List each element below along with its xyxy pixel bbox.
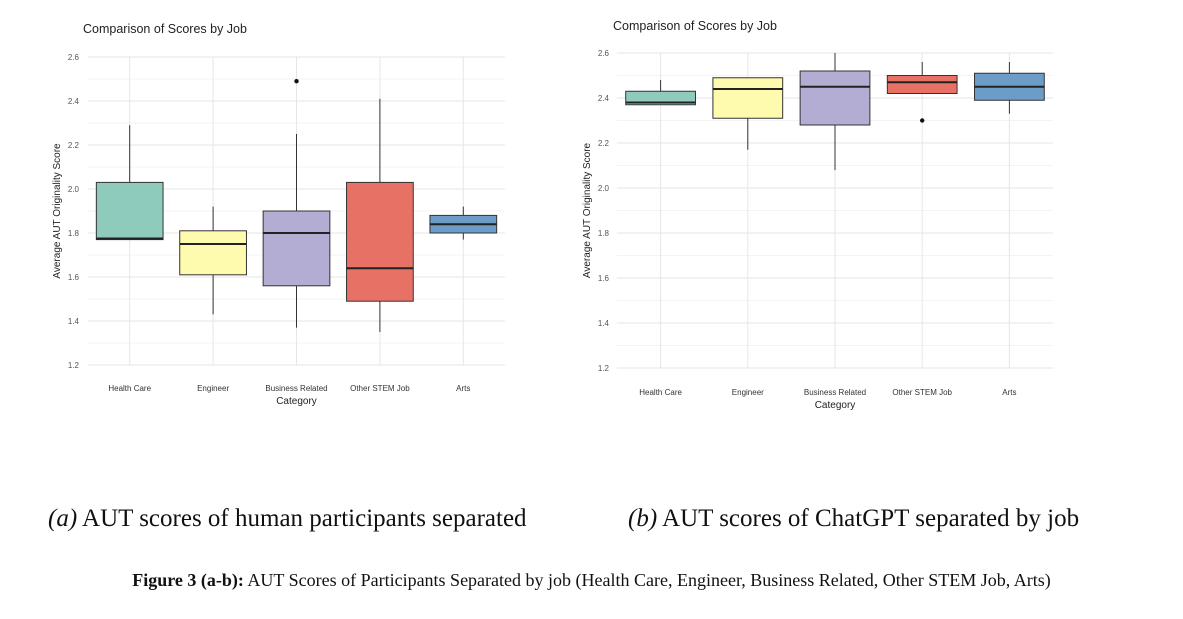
chart-panel-a: 1.2 1.4 1.6 1.8 2.0 2.2 2.4 2.6 Health Care Engin… xyxy=(0,0,560,430)
x-axis-title: Category xyxy=(815,400,856,411)
subfigure-caption-a: (a) AUT scores of human participants sep… xyxy=(48,505,527,533)
y-tick-label: 1.8 xyxy=(598,229,610,238)
subfigure-caption-b: (b) AUT scores of ChatGPT separated by j… xyxy=(628,505,1079,533)
chart-title: Comparison of Scores by Job xyxy=(83,22,247,36)
y-tick-label: 2.4 xyxy=(68,97,80,106)
y-tick-label: 1.2 xyxy=(68,361,80,370)
box-engineer xyxy=(179,206,247,315)
box-body xyxy=(346,181,414,302)
y-tick-label: 2.0 xyxy=(68,185,80,194)
x-tick-label: Engineer xyxy=(197,384,229,393)
boxplot-chart-a: 1.2 1.4 1.6 1.8 2.0 2.2 2.4 2.6 Health Care Engin… xyxy=(52,22,505,407)
box-body xyxy=(799,70,871,126)
caption-a-tag: (a) xyxy=(48,505,78,532)
x-tick-label: Arts xyxy=(1002,388,1016,397)
x-tick-label: Engineer xyxy=(732,388,764,397)
x-tick-label: Arts xyxy=(456,384,470,393)
y-axis-title: Average AUT Originality Score xyxy=(582,142,593,278)
x-tick-label: Other STEM Job xyxy=(350,384,410,393)
y-tick-label: 2.2 xyxy=(68,141,80,150)
box-engineer xyxy=(712,77,784,150)
outlier-point xyxy=(294,79,299,84)
box-body xyxy=(625,90,696,106)
y-tick-label: 1.6 xyxy=(598,274,610,283)
figure-caption: Figure 3 (a-b): AUT Scores of Participan… xyxy=(0,570,1183,591)
figure-caption-label: Figure 3 (a-b): xyxy=(132,570,244,590)
box-business-related xyxy=(262,79,331,328)
caption-a-text: AUT scores of human participants separat… xyxy=(77,505,527,532)
box-other-stem-job xyxy=(346,98,414,332)
chart-title: Comparison of Scores by Job xyxy=(613,19,777,33)
caption-b-tag: (b) xyxy=(628,505,658,532)
figure-caption-text: AUT Scores of Participants Separated by … xyxy=(243,570,1051,590)
box-body xyxy=(262,210,331,287)
y-axis-title: Average AUT Originality Score xyxy=(52,143,63,279)
box-health-care xyxy=(625,80,696,106)
x-tick-label: Health Care xyxy=(108,384,151,393)
boxplot-chart-b: 1.2 1.4 1.6 1.8 2.0 2.2 2.4 2.6 Health Care Engin… xyxy=(582,19,1053,411)
box-body xyxy=(179,230,247,276)
box-business-related xyxy=(799,53,871,170)
x-axis-title: Category xyxy=(276,396,317,407)
y-tick-label: 2.0 xyxy=(598,184,610,193)
box-arts xyxy=(974,62,1045,114)
y-tick-label: 2.6 xyxy=(68,53,80,62)
y-tick-label: 1.2 xyxy=(598,364,610,373)
chart-panel-b: 1.2 1.4 1.6 1.8 2.0 2.2 2.4 2.6 Health Care Engin… xyxy=(560,0,1183,430)
box-other-stem-job xyxy=(886,62,958,123)
y-tick-label: 2.4 xyxy=(598,94,610,103)
box-body xyxy=(712,77,784,119)
x-tick-label: Other STEM Job xyxy=(892,388,952,397)
box-body xyxy=(95,181,164,241)
y-tick-label: 1.6 xyxy=(68,273,80,282)
y-tick-label: 1.8 xyxy=(68,229,80,238)
caption-b-text: AUT scores of ChatGPT separated by job xyxy=(657,505,1080,532)
y-tick-label: 1.4 xyxy=(598,319,610,328)
x-tick-label: Business Related xyxy=(265,384,327,393)
y-tick-label: 1.4 xyxy=(68,317,80,326)
x-tick-label: Health Care xyxy=(639,388,682,397)
y-tick-label: 2.2 xyxy=(598,139,610,148)
box-arts xyxy=(429,206,498,240)
x-tick-label: Business Related xyxy=(804,388,866,397)
box-body xyxy=(886,75,958,94)
y-tick-label: 2.6 xyxy=(598,49,610,58)
outlier-point xyxy=(920,118,925,123)
box-health-care xyxy=(95,125,164,241)
